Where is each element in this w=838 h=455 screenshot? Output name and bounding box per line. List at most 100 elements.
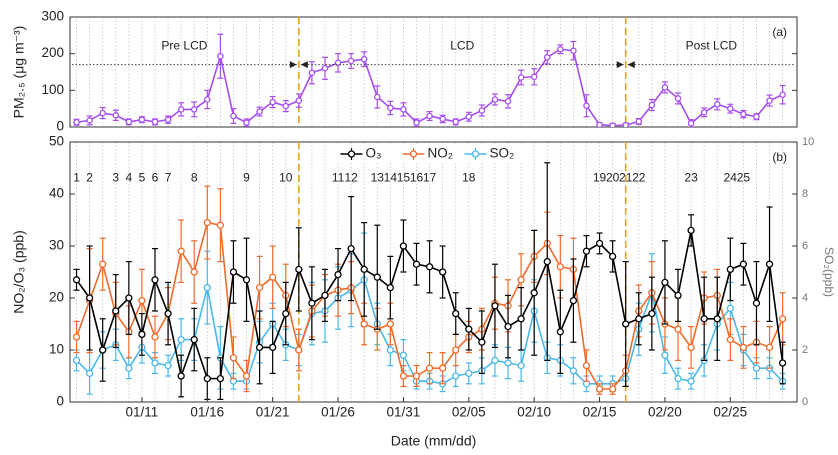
- marker: [569, 296, 578, 305]
- marker: [177, 372, 185, 380]
- y-tick-label: 30: [49, 238, 64, 253]
- marker: [190, 106, 198, 113]
- marker: [517, 276, 525, 284]
- marker: [347, 57, 355, 65]
- marker: [242, 372, 251, 380]
- marker: [556, 263, 564, 271]
- marker: [269, 98, 276, 106]
- legend-box: [334, 145, 525, 163]
- marker: [465, 369, 473, 378]
- marker: [740, 110, 747, 118]
- arrow-head: [627, 61, 635, 69]
- event-label: 2: [86, 171, 93, 185]
- marker: [177, 106, 185, 113]
- marker: [138, 296, 146, 305]
- event-label: 19: [593, 171, 607, 185]
- x-tick-label: 01/21: [256, 405, 290, 420]
- marker: [295, 97, 303, 104]
- marker: [674, 325, 682, 333]
- marker: [86, 117, 93, 124]
- y2-tick-label: 6: [802, 240, 808, 252]
- y-tick-label: 200: [41, 45, 64, 60]
- marker: [595, 385, 604, 393]
- y2-tick-label: 0: [802, 396, 808, 408]
- plot-frame: [69, 141, 798, 403]
- marker: [399, 242, 408, 250]
- marker: [687, 377, 695, 385]
- marker: [674, 374, 682, 383]
- marker: [530, 73, 538, 81]
- y-tick-label: 20: [49, 290, 64, 305]
- marker: [73, 118, 80, 126]
- marker: [360, 55, 368, 63]
- marker: [622, 121, 629, 127]
- event-label: 9: [243, 171, 250, 185]
- y-axis-label: PM₂.₅ (μg m⁻³): [11, 26, 27, 119]
- y2-tick-label: 4: [802, 292, 808, 304]
- marker: [582, 247, 591, 255]
- marker: [230, 112, 237, 120]
- marker: [583, 102, 590, 109]
- marker: [386, 283, 395, 292]
- marker: [229, 354, 238, 362]
- marker: [269, 273, 277, 281]
- marker: [726, 304, 734, 313]
- marker: [504, 359, 512, 367]
- marker: [504, 322, 512, 331]
- arrow-head: [616, 61, 624, 69]
- event-label: 23: [684, 171, 698, 185]
- event-label: 11: [332, 171, 345, 185]
- phase-label: LCD: [450, 39, 474, 53]
- event-label: 18: [462, 171, 476, 185]
- marker: [72, 333, 81, 341]
- marker: [753, 113, 760, 120]
- marker: [517, 315, 525, 323]
- marker: [648, 309, 656, 318]
- marker: [465, 113, 473, 120]
- marker: [242, 276, 251, 284]
- marker: [72, 276, 81, 284]
- marker: [570, 47, 577, 54]
- marker: [439, 268, 447, 276]
- x-tick-label: 01/26: [321, 405, 355, 420]
- marker: [138, 116, 146, 123]
- event-label: 17: [423, 171, 437, 185]
- phase-label: Post LCD: [686, 39, 738, 53]
- marker: [203, 374, 211, 383]
- legend-label: O₃: [366, 146, 382, 161]
- marker: [452, 118, 459, 126]
- marker: [282, 102, 289, 110]
- marker: [713, 315, 721, 323]
- marker: [595, 239, 604, 248]
- x-axis-label: Date (mm/dd): [391, 433, 477, 449]
- marker: [99, 109, 106, 117]
- marker: [164, 361, 172, 370]
- marker: [229, 268, 238, 276]
- event-label: 22: [632, 171, 646, 185]
- marker: [766, 97, 773, 104]
- marker: [269, 343, 277, 352]
- marker: [203, 218, 211, 227]
- marker: [112, 112, 120, 119]
- marker: [399, 351, 408, 359]
- marker: [112, 307, 120, 315]
- marker: [622, 320, 630, 328]
- event-label: 21: [619, 171, 633, 185]
- marker: [687, 343, 695, 352]
- marker: [765, 260, 774, 268]
- marker: [321, 65, 329, 72]
- event-label: 20: [606, 171, 620, 185]
- marker: [478, 107, 486, 114]
- marker: [334, 270, 342, 279]
- marker: [739, 260, 748, 268]
- event-label: 13: [371, 171, 385, 185]
- marker: [321, 291, 329, 300]
- y-tick-label: 10: [49, 342, 64, 357]
- y-axis-label: NO₂/O₃ (ppb): [11, 230, 27, 314]
- marker: [425, 364, 434, 372]
- marker: [217, 52, 224, 60]
- x-tick-label: 02/20: [648, 405, 682, 420]
- marker: [674, 95, 682, 102]
- marker: [151, 359, 159, 367]
- marker: [557, 46, 564, 53]
